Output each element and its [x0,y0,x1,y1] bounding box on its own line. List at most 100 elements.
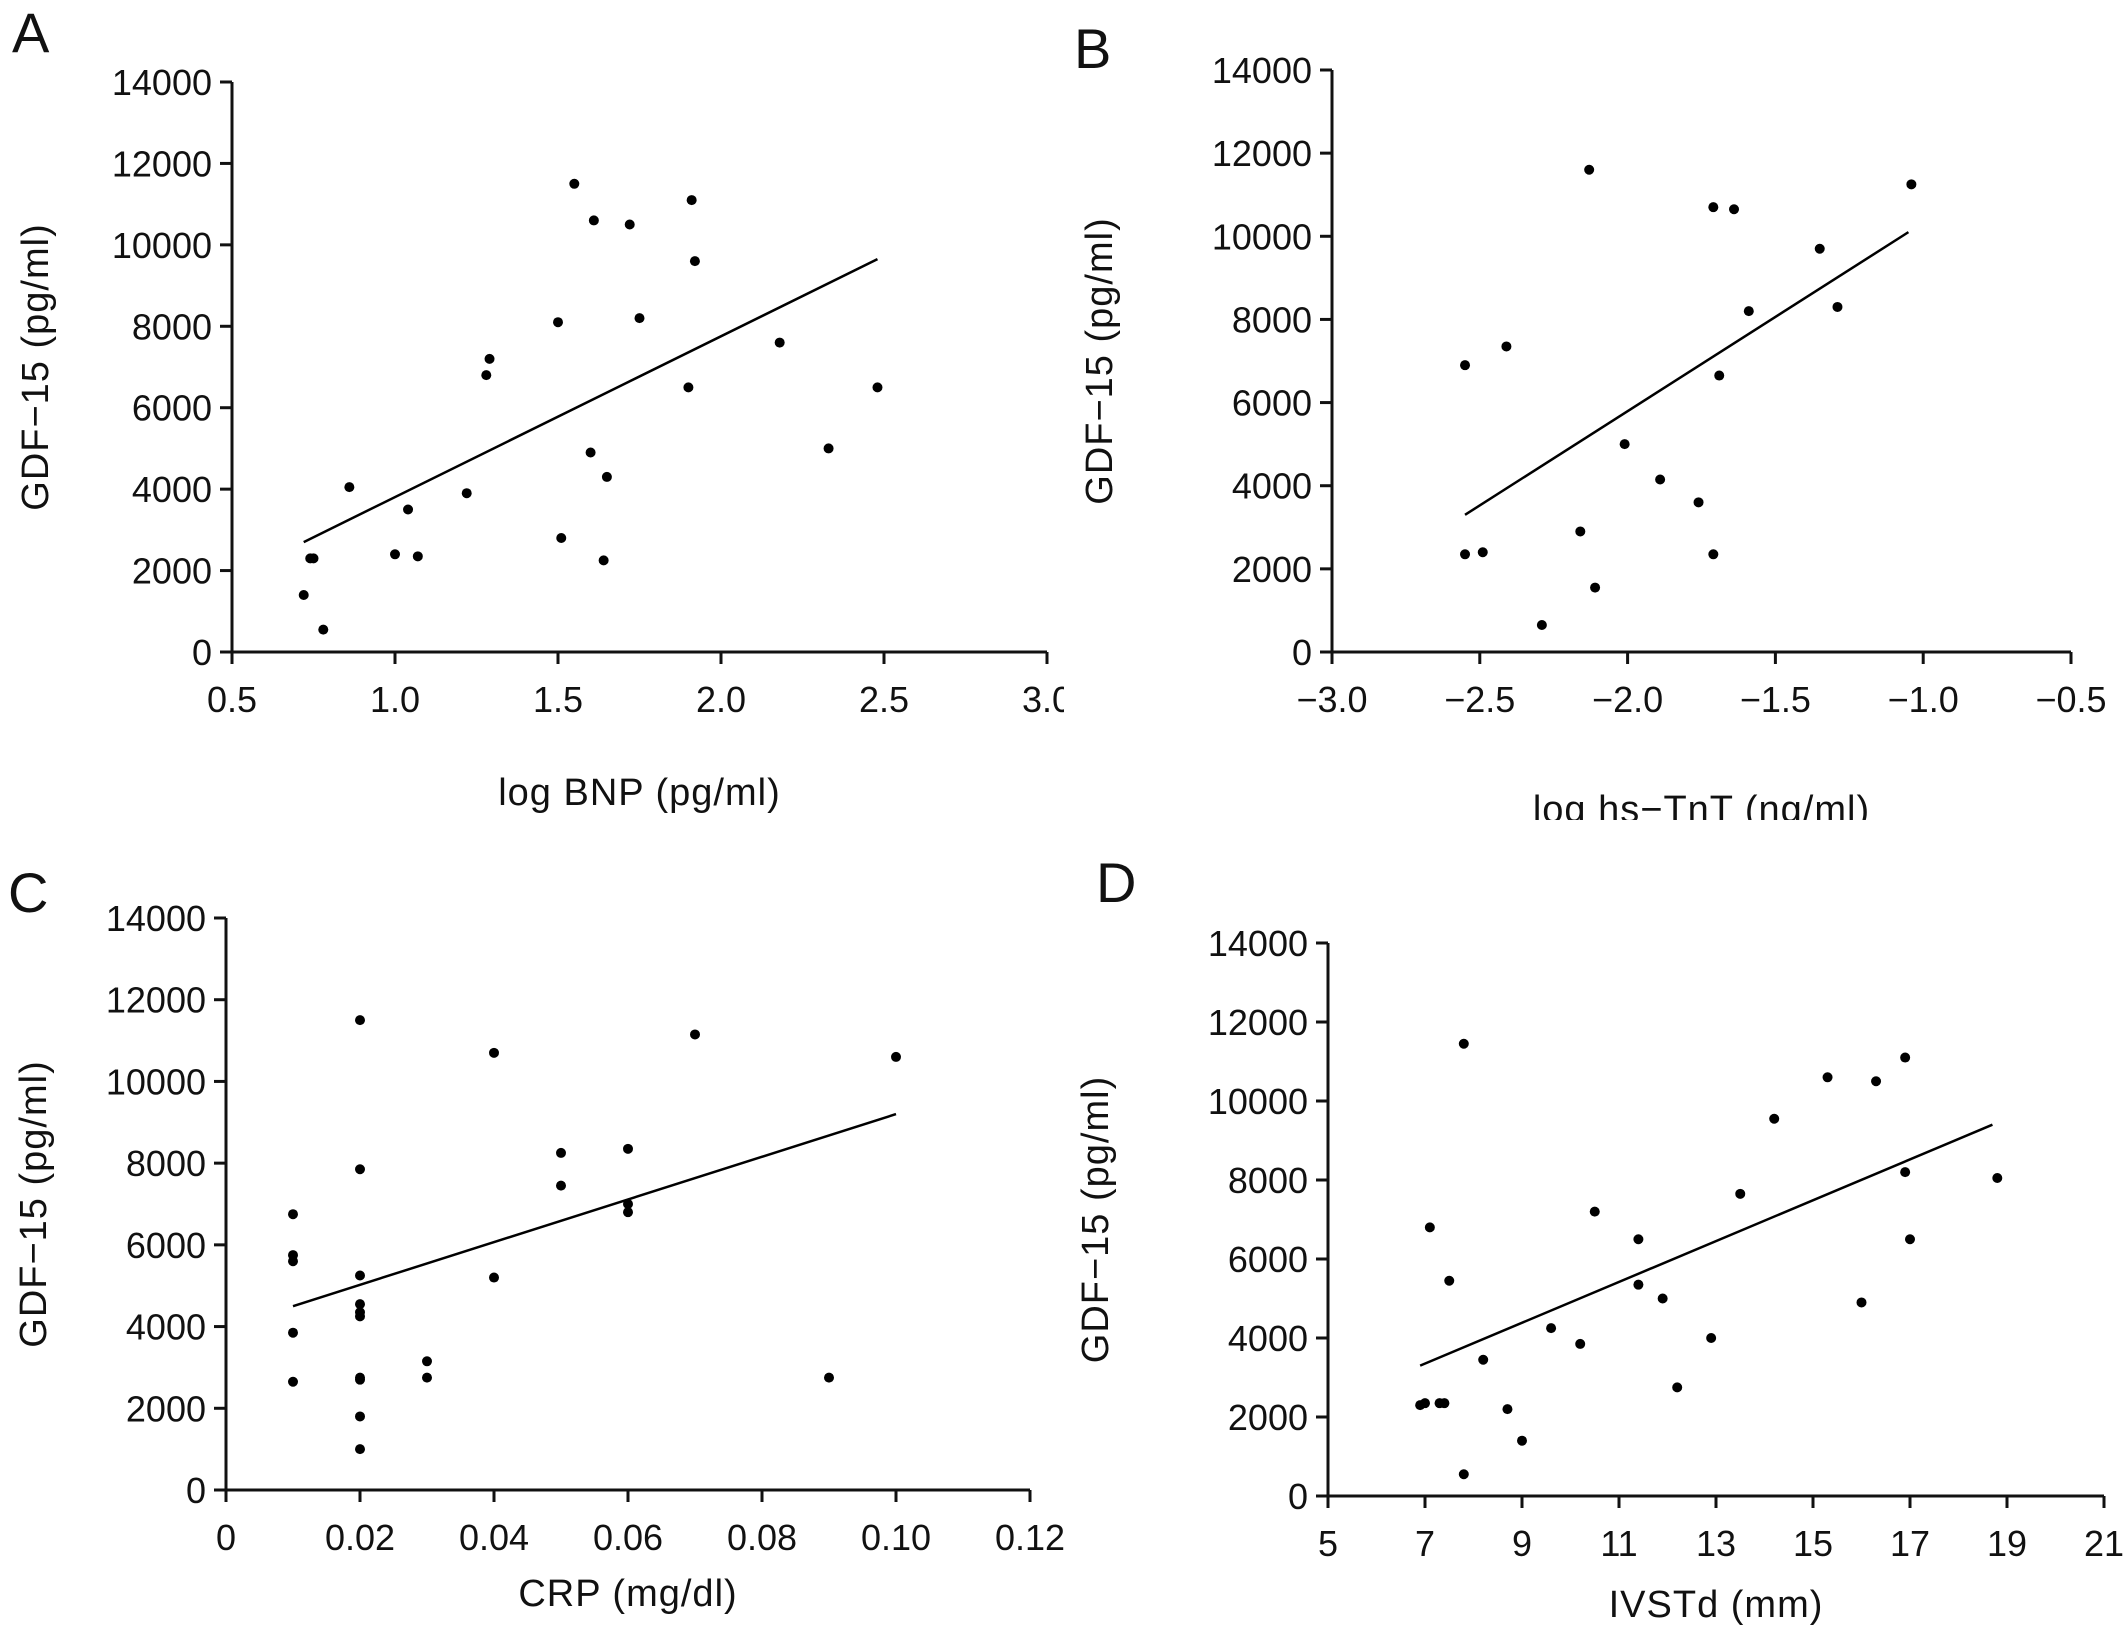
data-point [624,219,635,230]
data-point [355,1015,365,1026]
panel-label-c: C [8,861,48,924]
data-point [1900,1052,1911,1063]
x-tick-label: 17 [1890,1523,1930,1564]
panel-b: B 0 2000 4000 6000 8000 10000 12000 14000 −3.0 −2.… [1064,0,2128,831]
y-tick-label: 2000 [126,1388,206,1429]
data-point [1439,1398,1450,1409]
y-tick-label: 8000 [132,306,212,347]
x-tick-label: −3.0 [1296,679,1367,720]
x-tick-label: 15 [1793,1523,1833,1564]
data-point [422,1356,432,1367]
data-point [308,553,319,564]
data-point [1633,1279,1644,1290]
data-point [1672,1382,1683,1393]
y-tick-label: 6000 [132,388,212,429]
panel-label-a: A [12,1,50,64]
data-point [601,471,612,482]
data-point [355,1444,365,1455]
data-point [824,1372,834,1383]
data-point [1856,1297,1867,1308]
y-tick-label: 4000 [1228,1318,1308,1359]
data-point [689,256,700,267]
data-point [1460,549,1471,560]
data-point [1444,1275,1455,1286]
data-point [1575,526,1586,537]
x-tick-label: 0.02 [325,1517,395,1558]
y-axis-title: GDF−15 (pg/ml) [15,223,57,510]
data-point [355,1311,365,1322]
y-tick-label: 12000 [1208,1002,1308,1043]
regression-line [1419,1123,1993,1367]
panel-label-b: B [1074,17,1111,80]
regression-line [292,1112,897,1308]
panel-label-d: D [1096,851,1136,914]
data-point [1655,474,1666,485]
y-tick-label: 2000 [1228,1397,1308,1438]
data-point [1832,301,1843,312]
panel-c: C 0 2000 4000 6000 8000 10000 12000 14000 0 0.02 0.… [0,820,1065,1640]
x-axis-title: CRP (mg/dl) [518,1573,737,1615]
data-point [872,382,883,393]
data-point [1633,1234,1644,1245]
data-point [1714,370,1725,381]
y-tick-label: 10000 [1212,216,1312,257]
data-point [774,337,785,348]
data-point [686,195,697,206]
data-point [1458,1469,1469,1480]
data-point [598,555,609,566]
data-point [461,488,472,499]
data-point [588,215,599,226]
x-tick-label: 13 [1696,1523,1736,1564]
y-tick-label: 14000 [1208,923,1308,964]
data-point [556,533,567,543]
data-point [288,1327,298,1338]
data-point [690,1029,700,1040]
data-point [585,447,596,458]
data-point [288,1209,298,1220]
y-tick-label: 8000 [126,1143,206,1184]
x-tick-label: 0.5 [207,679,257,720]
y-axis-title: GDF−15 (pg/ml) [1079,217,1121,504]
data-point [481,370,492,381]
x-tick-label: −0.5 [2035,679,2106,720]
y-tick-label: 10000 [1208,1081,1308,1122]
data-point [344,482,355,493]
y-tick-label: 4000 [132,469,212,510]
data-point [1501,341,1512,352]
data-point [623,1207,633,1218]
y-axis-title: GDF−15 (pg/ml) [1075,1076,1117,1363]
data-point [553,317,563,328]
y-tick-label: 4000 [126,1307,206,1348]
x-tick-label: −2.0 [1592,679,1663,720]
scatter-plot-d: D 0 2000 4000 6000 8000 10000 12000 14000 5 7 9 11 13… [1075,851,2124,1626]
data-point [634,313,645,324]
y-tick-label: 14000 [106,898,206,939]
x-tick-label: 1.5 [533,679,583,720]
data-point [1693,497,1704,508]
data-point [1477,547,1488,558]
y-tick-label: 6000 [126,1225,206,1266]
data-point [1584,164,1595,175]
data-point [1769,1113,1780,1124]
scatter-plot-b: B 0 2000 4000 6000 8000 10000 12000 14000 −3.0 −2.… [1074,17,2107,831]
data-point [1729,204,1740,215]
data-point [1589,1206,1600,1217]
y-tick-label: 8000 [1228,1160,1308,1201]
data-point [1590,582,1601,593]
x-tick-label: 0.04 [459,1517,529,1558]
data-point [1735,1188,1746,1199]
panel-a: A 0 2000 4000 6000 8000 10000 12000 14000 0.5 1.0 1… [0,0,1072,820]
data-point [403,504,414,515]
data-point [1546,1323,1557,1334]
data-point [298,590,309,600]
x-tick-label: 0 [216,1517,236,1558]
data-point [623,1199,633,1209]
data-point [355,1299,365,1310]
x-tick-label: 2.5 [859,679,909,720]
data-point [1424,1222,1435,1233]
data-point [1420,1398,1430,1409]
y-axis-title: GDF−15 (pg/ml) [13,1060,55,1347]
data-point [288,1376,298,1387]
data-point [1814,243,1825,254]
x-tick-label: 1.0 [370,679,420,720]
